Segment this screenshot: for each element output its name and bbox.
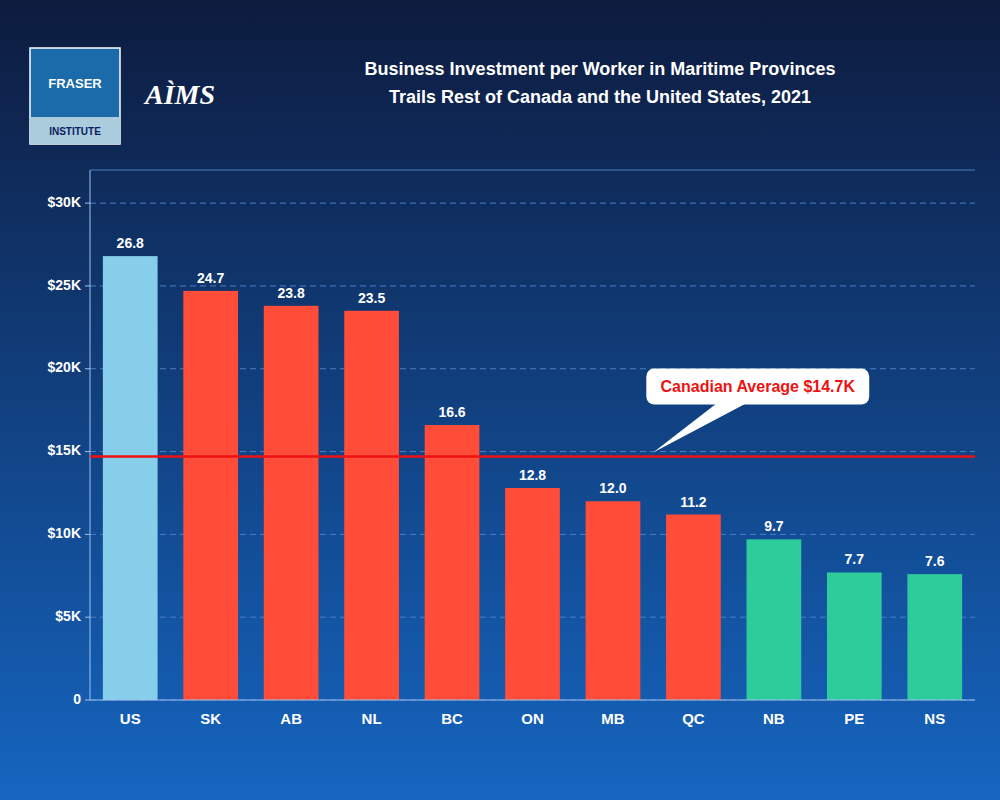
tick-mark <box>85 617 90 618</box>
tick-mark <box>85 203 90 204</box>
x-tick-label: BC <box>441 710 463 727</box>
plot-frame-top <box>90 170 975 171</box>
callout-pointer <box>653 403 748 453</box>
data-label: 23.8 <box>278 285 305 301</box>
callout: Canadian Average $14.7K <box>646 369 869 453</box>
data-label: 7.6 <box>925 553 945 569</box>
x-tick-label: NB <box>763 710 785 727</box>
callout-text: Canadian Average $14.7K <box>661 378 856 395</box>
chart: FRASER INSTITUTE AÌMS Business Investment p… <box>0 0 1000 800</box>
data-label: 26.8 <box>117 235 144 251</box>
grid <box>90 203 975 700</box>
y-tick-label: $20K <box>48 359 81 375</box>
data-label: 16.6 <box>438 404 465 420</box>
data-label: 7.7 <box>845 551 865 567</box>
bar <box>344 311 399 700</box>
y-tick-label: 0 <box>73 691 81 707</box>
tick-mark <box>85 534 90 535</box>
bar <box>183 291 238 700</box>
x-tick-label: ON <box>521 710 544 727</box>
logo-text: INSTITUTE <box>49 126 101 137</box>
data-label: 24.7 <box>197 270 224 286</box>
x-tick-label: NL <box>362 710 382 727</box>
x-tick-label: SK <box>200 710 221 727</box>
title: Business Investment per Worker in Mariti… <box>365 59 836 79</box>
callout-box <box>646 369 869 405</box>
average-line <box>90 455 975 458</box>
data-label: 9.7 <box>764 518 784 534</box>
data-label: 23.5 <box>358 290 385 306</box>
x-tick-label: MB <box>601 710 624 727</box>
y-tick-label: $15K <box>48 442 81 458</box>
x-tick-label: QC <box>682 710 705 727</box>
logo-box <box>30 48 120 144</box>
tick-mark <box>85 451 90 452</box>
x-tick-label: NS <box>924 710 945 727</box>
bar <box>103 256 158 700</box>
logo-stripe <box>30 117 120 144</box>
y-tick-label: $25K <box>48 277 81 293</box>
x-tick-label: PE <box>844 710 864 727</box>
y-tick-label: $5K <box>55 608 81 624</box>
data-label: 11.2 <box>680 494 707 510</box>
tick-mark <box>85 368 90 369</box>
logo-text: AÌMS <box>143 79 215 110</box>
logo-text: FRASER <box>48 76 102 91</box>
data-label: 12.0 <box>599 480 626 496</box>
data-label: 12.8 <box>519 467 546 483</box>
x-tick-label: AB <box>280 710 302 727</box>
grid-line <box>90 203 975 204</box>
bar <box>425 425 480 700</box>
y-tick-label: $30K <box>48 194 81 210</box>
grid-line <box>90 700 975 701</box>
y-tick-label: $10K <box>48 525 81 541</box>
bar <box>907 574 962 700</box>
bar <box>666 515 721 701</box>
y-axis-line <box>90 170 91 700</box>
bar <box>747 539 802 700</box>
bar <box>505 488 560 700</box>
subtitle: Trails Rest of Canada and the United Sta… <box>389 87 811 107</box>
x-axis-line <box>90 700 975 701</box>
bar <box>827 572 882 700</box>
background <box>0 0 1000 800</box>
bar <box>586 501 641 700</box>
x-tick-label: US <box>120 710 141 727</box>
bar <box>264 306 319 700</box>
bars <box>103 256 962 700</box>
tick-mark <box>85 700 90 701</box>
tick-mark <box>85 285 90 286</box>
